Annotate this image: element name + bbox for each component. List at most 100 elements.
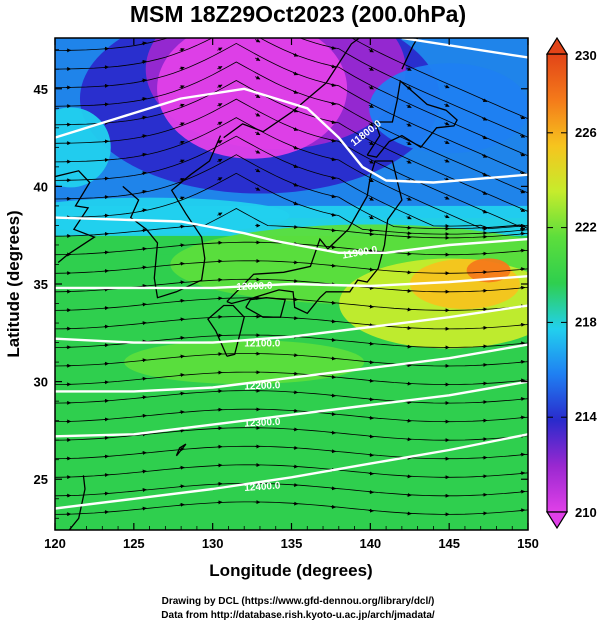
coastline — [207, 304, 245, 357]
wind-arrow — [179, 391, 185, 396]
wind-arrow — [444, 214, 450, 219]
wind-arrow — [141, 171, 147, 176]
colorbar-tick-label: 226 — [575, 125, 597, 140]
contour-label: 12300.0 — [244, 417, 281, 430]
wind-arrow — [368, 48, 374, 53]
wind-arrow — [406, 141, 412, 146]
wind-arrow — [217, 47, 223, 52]
contour-label: 12400.0 — [244, 480, 281, 494]
wind-streamlines — [55, 29, 528, 517]
wind-arrow — [330, 337, 336, 342]
wind-arrow — [444, 84, 450, 89]
wind-arrow — [179, 196, 185, 201]
wind-arrow — [179, 428, 185, 433]
streamline — [55, 38, 528, 157]
wind-arrow — [444, 195, 450, 200]
wind-arrow — [330, 194, 336, 199]
wind-arrow — [141, 152, 147, 157]
height-contour — [55, 433, 528, 510]
streamline — [55, 501, 528, 515]
streamline — [55, 98, 528, 228]
wind-arrow — [141, 97, 147, 101]
wind-arrow — [368, 415, 374, 420]
colorbar-min-arrow — [545, 511, 569, 530]
y-tick-label: 25 — [34, 472, 48, 487]
wind-arrow — [368, 85, 374, 90]
wind-arrow — [179, 48, 185, 52]
y-axis-ticks: 25 30 35 40 45 — [34, 49, 528, 519]
wind-arrow — [141, 469, 147, 474]
x-axis-ticks: 120 125 130 135 140 145 150 — [44, 38, 539, 551]
wind-arrow — [180, 30, 185, 32]
wind-arrow — [217, 29, 222, 32]
wind-arrow — [292, 182, 299, 187]
x-tick-label: 130 — [202, 536, 224, 551]
wind-arrow — [179, 140, 185, 145]
height-contour — [55, 343, 528, 393]
streamline — [55, 316, 528, 330]
wind-arrow — [368, 159, 374, 164]
wind-arrow — [330, 263, 336, 268]
wind-arrow — [255, 186, 261, 191]
wind-arrow — [141, 78, 147, 83]
y-axis-label: Latitude (degrees) — [4, 210, 23, 357]
temperature-field — [55, 38, 528, 530]
wind-arrow — [444, 121, 450, 126]
wind-arrow — [330, 412, 336, 417]
wind-arrow — [179, 66, 185, 71]
wind-arrow — [406, 197, 412, 201]
wind-arrow — [519, 134, 526, 138]
wind-arrow — [330, 212, 336, 217]
colorbar-body — [546, 53, 568, 513]
wind-arrow — [292, 52, 299, 57]
wind-arrow — [179, 103, 185, 108]
wind-arrow — [179, 85, 185, 89]
wind-arrow — [519, 208, 526, 212]
wind-arrow — [141, 189, 147, 194]
wind-arrow — [217, 103, 223, 107]
wind-arrow — [255, 149, 261, 154]
contour-label: 12000.0 — [236, 281, 273, 293]
wind-arrow — [482, 154, 488, 158]
wind-arrow — [141, 59, 147, 64]
wind-arrow — [406, 215, 412, 220]
wind-arrow — [292, 127, 299, 131]
wind-arrow — [292, 71, 299, 76]
streamline — [55, 408, 528, 423]
wind-arrow — [330, 486, 336, 491]
wind-arrow — [292, 108, 299, 113]
wind-arrow — [330, 101, 336, 106]
colorbar: 210 214 218 222 226 230 — [545, 36, 597, 530]
wind-arrow — [368, 304, 374, 309]
coastline — [366, 79, 458, 158]
chart-title: MSM 18Z29Oct2023 (200.0hPa) — [130, 1, 466, 27]
contour-label: 12100.0 — [244, 339, 281, 350]
y-tick-label: 45 — [34, 82, 48, 97]
wind-arrow — [330, 175, 336, 180]
wind-arrow — [141, 506, 147, 511]
streamline — [55, 135, 528, 230]
wind-arrow — [482, 135, 488, 140]
height-contours — [55, 38, 528, 510]
wind-arrow — [330, 228, 336, 233]
temperature-region — [55, 197, 290, 234]
streamline — [55, 464, 528, 478]
streamline — [351, 38, 528, 120]
wind-arrow — [179, 354, 185, 359]
wind-arrow — [217, 121, 223, 126]
wind-arrow — [255, 131, 261, 136]
wind-arrow — [292, 164, 299, 169]
wind-arrow — [368, 378, 374, 383]
wind-arrow — [482, 98, 488, 103]
wind-arrow — [255, 57, 261, 61]
streamline — [55, 390, 528, 404]
wind-arrow — [444, 158, 450, 163]
wind-arrow — [330, 120, 336, 125]
streamline — [55, 260, 528, 274]
wind-arrow — [368, 141, 374, 146]
wind-arrow — [217, 66, 223, 70]
wind-arrow — [368, 67, 374, 71]
wind-arrow — [406, 159, 412, 164]
x-tick-label: 140 — [359, 536, 381, 551]
